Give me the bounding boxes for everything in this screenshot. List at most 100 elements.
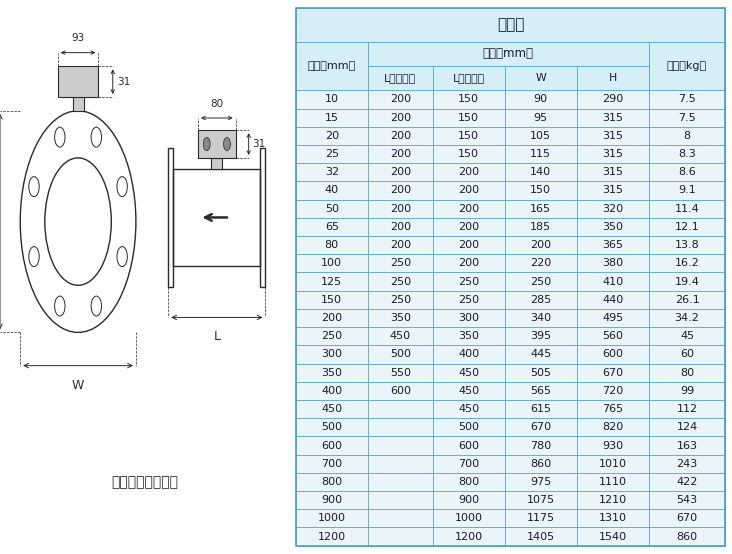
Text: 200: 200 xyxy=(389,112,411,122)
Bar xyxy=(296,145,367,163)
Text: 615: 615 xyxy=(530,404,551,414)
Bar xyxy=(296,127,367,145)
Bar xyxy=(505,90,577,109)
Text: 543: 543 xyxy=(676,495,698,505)
Bar xyxy=(296,400,367,418)
Text: 124: 124 xyxy=(676,422,698,432)
Text: 7.5: 7.5 xyxy=(678,94,696,104)
Text: 31: 31 xyxy=(117,76,130,87)
Bar xyxy=(296,181,367,199)
Text: 450: 450 xyxy=(458,368,479,378)
Bar xyxy=(577,145,649,163)
Bar xyxy=(649,382,725,400)
Text: 200: 200 xyxy=(530,240,551,250)
Bar xyxy=(433,327,505,345)
Text: 500: 500 xyxy=(389,350,411,360)
Bar xyxy=(649,400,725,418)
Bar xyxy=(433,418,505,437)
Bar xyxy=(296,109,367,127)
Text: 1175: 1175 xyxy=(527,514,555,524)
Text: W: W xyxy=(72,379,84,392)
Text: 600: 600 xyxy=(321,440,343,450)
Bar xyxy=(296,42,367,90)
Text: 80: 80 xyxy=(210,99,223,109)
Bar xyxy=(577,382,649,400)
Bar xyxy=(505,199,577,218)
Bar xyxy=(433,273,505,291)
Bar xyxy=(433,254,505,273)
Text: 290: 290 xyxy=(602,94,624,104)
Text: 250: 250 xyxy=(458,295,479,305)
Bar xyxy=(433,109,505,127)
Bar xyxy=(367,363,433,382)
Bar xyxy=(505,491,577,509)
Bar xyxy=(505,509,577,527)
Bar xyxy=(367,145,433,163)
Text: 80: 80 xyxy=(325,240,339,250)
Text: 95: 95 xyxy=(534,112,548,122)
Text: 1540: 1540 xyxy=(599,532,627,542)
Bar xyxy=(433,199,505,218)
Bar xyxy=(367,254,433,273)
Bar xyxy=(649,90,725,109)
Bar xyxy=(505,455,577,473)
Bar xyxy=(577,400,649,418)
Bar xyxy=(577,455,649,473)
Text: 115: 115 xyxy=(530,149,551,159)
Bar xyxy=(367,418,433,437)
Bar xyxy=(577,218,649,236)
Bar xyxy=(649,455,725,473)
Bar xyxy=(505,400,577,418)
Text: 395: 395 xyxy=(530,331,551,341)
Bar xyxy=(577,90,649,109)
Bar xyxy=(505,127,577,145)
Bar xyxy=(433,473,505,491)
Bar xyxy=(577,236,649,254)
Text: 1200: 1200 xyxy=(318,532,346,542)
Text: 250: 250 xyxy=(321,331,343,341)
Text: 350: 350 xyxy=(458,331,479,341)
Text: W: W xyxy=(535,73,546,83)
Text: 410: 410 xyxy=(602,276,624,286)
Bar xyxy=(367,527,433,546)
Text: 32: 32 xyxy=(325,167,339,177)
Bar xyxy=(433,66,505,90)
Bar xyxy=(577,181,649,199)
Text: 670: 670 xyxy=(530,422,551,432)
Text: 243: 243 xyxy=(676,459,698,469)
Bar xyxy=(577,327,649,345)
Text: 1200: 1200 xyxy=(455,532,483,542)
Bar xyxy=(296,291,367,309)
Text: 重量（kg）: 重量（kg） xyxy=(667,61,707,71)
Bar xyxy=(367,382,433,400)
Bar xyxy=(577,345,649,363)
Text: 600: 600 xyxy=(602,350,623,360)
Bar xyxy=(296,254,367,273)
Text: 200: 200 xyxy=(389,186,411,196)
Text: 315: 315 xyxy=(602,112,623,122)
Bar xyxy=(577,127,649,145)
Text: 860: 860 xyxy=(676,532,698,542)
Text: L（橡胶）: L（橡胶） xyxy=(452,73,485,83)
Bar xyxy=(505,273,577,291)
Bar xyxy=(649,418,725,437)
Text: 90: 90 xyxy=(534,94,548,104)
Text: 800: 800 xyxy=(458,477,479,487)
Bar xyxy=(433,345,505,363)
Text: 200: 200 xyxy=(389,240,411,250)
Circle shape xyxy=(203,137,210,151)
Text: 670: 670 xyxy=(602,368,624,378)
Text: 法兰形（分体型）: 法兰形（分体型） xyxy=(111,475,178,489)
Text: 200: 200 xyxy=(458,240,479,250)
Bar xyxy=(168,148,173,287)
Bar xyxy=(577,291,649,309)
Text: 450: 450 xyxy=(389,331,411,341)
Bar xyxy=(649,345,725,363)
Text: 315: 315 xyxy=(602,149,623,159)
Text: 565: 565 xyxy=(530,386,551,396)
Text: 422: 422 xyxy=(676,477,698,487)
Bar xyxy=(212,158,223,169)
Bar xyxy=(433,291,505,309)
Text: 350: 350 xyxy=(321,368,343,378)
Bar xyxy=(367,236,433,254)
